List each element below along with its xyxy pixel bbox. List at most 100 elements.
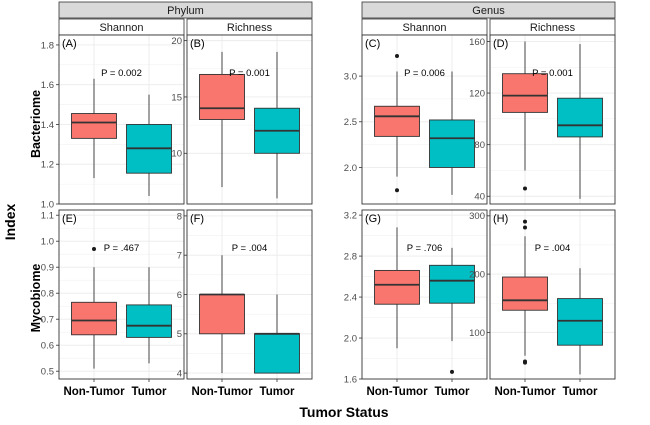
y-tick-label: 0.7 [41, 315, 54, 326]
p-value: P = .004 [535, 243, 570, 254]
outlier-point-non-tumor [523, 225, 527, 230]
panel-label: (H) [493, 213, 508, 225]
panel-label: (D) [493, 38, 508, 50]
panel-border-b [186, 34, 313, 205]
panel-border-g [361, 209, 488, 380]
box-non-tumor [502, 276, 548, 311]
box-non-tumor [199, 73, 245, 120]
y-tick-label: 1.0 [41, 237, 54, 248]
box-tumor [429, 119, 475, 168]
box-tumor [126, 304, 172, 338]
box-non-tumor [71, 301, 117, 336]
box-non-tumor [71, 113, 117, 139]
metric-strip-label: Shannon [99, 22, 143, 34]
y-tick-label: 5 [177, 329, 182, 340]
y-tick-label: 0.9 [41, 263, 54, 274]
plot-layer: Phylum Genus Shannon Richness Shannon Richnes… [41, 1, 616, 398]
p-value: P = .467 [104, 243, 139, 254]
x-axis-title: Tumor Status [299, 404, 388, 420]
y-tick-label: 3.0 [344, 72, 357, 83]
y-tick-label: 8 [177, 211, 182, 222]
x-category-label: Non-Tumor [63, 386, 125, 398]
box-non-tumor [199, 294, 245, 335]
y-tick-label: 1.4 [41, 120, 54, 131]
y-tick-label: 1.8 [41, 40, 54, 51]
panel-border-h [489, 209, 616, 380]
y-tick-label: 0.8 [41, 289, 54, 300]
y-tick-label: 3.2 [344, 211, 357, 222]
panel-border-c [361, 34, 488, 205]
p-value: P = .706 [407, 243, 442, 254]
y-tick-label: 80 [474, 140, 485, 151]
panel-background-e [59, 210, 184, 379]
row-label-bacteriome: Bacteriome [29, 90, 43, 158]
row-label-mycobiome: Mycobiome [29, 264, 43, 333]
y-tick-label: 7 [177, 251, 182, 262]
group-strip-label: Phylum [167, 5, 204, 17]
y-tick-label: 1.6 [344, 374, 357, 385]
y-tick-label: 2.0 [344, 163, 357, 174]
metric-strip-label: Shannon [402, 22, 446, 34]
panel-label: (C) [365, 38, 380, 50]
y-tick-label: 2.5 [344, 117, 357, 128]
group-strip-genus [361, 1, 616, 19]
metric-strip-label: Richness [530, 22, 576, 34]
y-tick-label: 10 [171, 149, 182, 160]
y-axis-title: Index [2, 204, 18, 241]
y-tick-label: 20 [171, 36, 182, 47]
group-strip-phylum [58, 1, 313, 19]
panel-label: (F) [190, 213, 204, 225]
y-tick-label: 0.6 [41, 341, 54, 352]
x-category-label: Tumor [435, 386, 470, 398]
outlier-point-non-tumor [395, 54, 399, 59]
outlier-point-non-tumor [92, 247, 96, 251]
y-tick-label: 4 [177, 369, 182, 380]
x-category-label: Tumor [132, 386, 167, 398]
outlier-point-non-tumor [395, 188, 399, 193]
p-value: P = .004 [232, 243, 267, 254]
y-tick-label: 2.8 [344, 251, 357, 262]
box-non-tumor [374, 269, 420, 305]
outlier-point-non-tumor [523, 186, 527, 191]
box-tumor [557, 97, 603, 138]
y-tick-label: 120 [469, 88, 485, 99]
x-category-label: Tumor [260, 386, 295, 398]
box-tumor [557, 298, 603, 346]
y-tick-label: 1.2 [41, 160, 54, 171]
group-strip-label: Genus [472, 5, 505, 17]
x-category-label: Non-Tumor [191, 386, 253, 398]
outlier-point-tumor [450, 369, 454, 374]
metric-strip-label: Richness [227, 22, 273, 34]
y-tick-label: 1.1 [41, 211, 54, 222]
panel-label: (G) [365, 213, 381, 225]
box-non-tumor [374, 105, 420, 137]
y-tick-label: 0.5 [41, 367, 54, 378]
x-category-label: Tumor [563, 386, 598, 398]
panel-label: (E) [62, 213, 77, 225]
p-value: P = 0.001 [532, 68, 573, 79]
p-value: P = 0.002 [101, 68, 142, 79]
y-tick-label: 100 [469, 328, 485, 339]
p-value: P = 0.001 [229, 68, 270, 79]
y-tick-label: 1.6 [41, 80, 54, 91]
y-tick-label: 1.0 [41, 199, 54, 210]
y-tick-label: 2.4 [344, 292, 357, 303]
y-tick-label: 200 [469, 270, 485, 281]
x-category-label: Non-Tumor [366, 386, 428, 398]
panel-border-a [58, 34, 185, 205]
outlier-point-non-tumor [523, 219, 527, 224]
panel-border-f [186, 209, 313, 380]
x-category-label: Non-Tumor [494, 386, 556, 398]
y-tick-label: 40 [474, 192, 485, 203]
p-value: P = 0.006 [404, 68, 445, 79]
panel-label: (A) [62, 38, 77, 50]
y-tick-label: 2.0 [344, 333, 357, 344]
box-tumor [254, 333, 300, 374]
y-tick-label: 15 [171, 92, 182, 103]
box-non-tumor [502, 73, 548, 113]
y-tick-label: 6 [177, 290, 182, 301]
y-tick-label: 160 [469, 37, 485, 48]
y-tick-label: 300 [469, 211, 485, 222]
panel-label: (B) [190, 38, 205, 50]
